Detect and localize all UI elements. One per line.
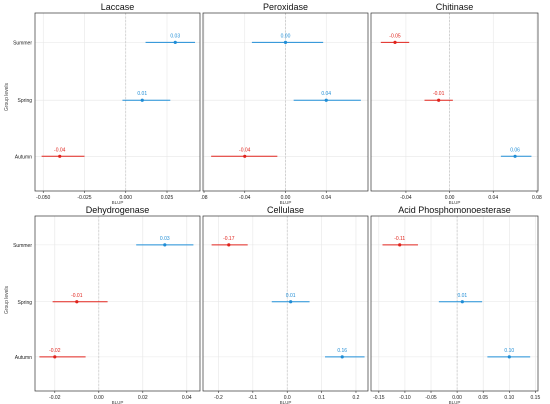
- x-tick-label: -0.05: [425, 395, 437, 401]
- x-tick-label: -0.025: [77, 195, 91, 201]
- x-tick-label: 0.04: [182, 395, 192, 401]
- x-tick-label: 0.00: [445, 195, 455, 201]
- x-tick-label: -0.1: [249, 395, 258, 401]
- panel-border: [34, 215, 201, 392]
- x-axis-title: BLUP: [280, 200, 292, 205]
- data-point: [289, 300, 293, 304]
- data-label: -0.01: [433, 91, 445, 97]
- panel-cellulase: Cellulase -0.2 -0.1 0.0 0.1 0.2 BLUP -0.17 0.01 0…: [202, 205, 369, 404]
- panel-border: [34, 12, 201, 192]
- x-axis-title: BLUP: [112, 200, 124, 205]
- data-label: 0.04: [321, 91, 331, 97]
- panel-title: Chitinase: [436, 2, 474, 12]
- data-label: 0.03: [170, 33, 180, 39]
- panel-chitinase: Chitinase -0.04 0.00 0.04 0.08 BLUP -0.05 -0.01…: [370, 2, 542, 205]
- data-point: [140, 98, 144, 102]
- data-point: [173, 40, 177, 44]
- y-axis-title: Group levels: [4, 82, 10, 111]
- y-axis-title: Group levels: [4, 285, 10, 314]
- panel-title: Cellulase: [267, 205, 304, 215]
- data-point: [437, 98, 441, 102]
- data-label: 0.03: [160, 236, 170, 242]
- x-axis-title: BLUP: [112, 400, 124, 404]
- data-label: 0.16: [337, 348, 347, 354]
- x-tick-label: .08: [201, 195, 208, 201]
- data-point: [324, 98, 328, 102]
- x-tick-label: 0.02: [138, 395, 148, 401]
- data-label: -0.02: [49, 348, 61, 354]
- x-tick-label: 0.04: [321, 195, 331, 201]
- y-tick-label: Summer: [13, 40, 32, 46]
- y-axis-title-bottom: Group levels: [4, 285, 10, 314]
- x-tick-label: 0.00: [94, 395, 104, 401]
- data-label: -0.05: [389, 33, 401, 39]
- panel-title: Peroxidase: [263, 2, 308, 12]
- x-tick-label: -0.15: [373, 395, 385, 401]
- data-point: [163, 243, 167, 247]
- data-point: [53, 355, 57, 359]
- data-point: [75, 300, 79, 304]
- x-tick-label: 0.05: [478, 395, 488, 401]
- data-label: 0.10: [504, 348, 514, 354]
- data-point: [243, 154, 247, 158]
- panel-dehydrogenase: Dehydrogenase -0.02 0.00 0.02 0.04 BLUP Summer…: [13, 205, 201, 404]
- y-tick-label: Summer: [13, 243, 32, 249]
- panel-border: [370, 215, 539, 392]
- y-tick-label: Spring: [18, 98, 33, 104]
- panel-title: Acid Phosphomonoesterase: [398, 205, 511, 215]
- x-tick-label: -0.050: [36, 195, 50, 201]
- x-tick-label: 0.00: [281, 195, 291, 201]
- x-tick-label: 0.2: [352, 395, 359, 401]
- data-point: [513, 154, 517, 158]
- data-label: -0.04: [239, 147, 251, 153]
- data-label: -0.11: [394, 236, 405, 242]
- x-tick-label: -0.02: [49, 395, 61, 401]
- panel-border: [202, 215, 369, 392]
- data-point: [283, 40, 288, 44]
- y-tick-label: Spring: [18, 300, 33, 306]
- data-point: [227, 243, 231, 247]
- x-tick-label: 0.00: [452, 395, 462, 401]
- x-tick-label: -0.2: [214, 395, 223, 401]
- data-label: -0.04: [54, 147, 66, 153]
- data-point: [460, 300, 464, 304]
- x-tick-label: 0.10: [504, 395, 514, 401]
- panel-acid-phosphomonoesterase: Acid Phosphomonoesterase -0.15 -0.10 -0.05 0…: [370, 205, 541, 404]
- panel-title: Dehydrogenase: [86, 205, 150, 215]
- x-tick-label: 0.025: [161, 195, 174, 201]
- data-point: [398, 243, 402, 247]
- x-tick-label: 0.15: [531, 395, 541, 401]
- data-label: 0.06: [510, 147, 520, 153]
- data-label: -0.01: [71, 293, 83, 299]
- y-tick-label: Autumn: [15, 355, 32, 361]
- data-label: 0.01: [286, 293, 296, 299]
- data-point: [340, 355, 344, 359]
- x-axis-title: BLUP: [449, 200, 461, 205]
- x-tick-label: 0.000: [119, 195, 132, 201]
- panels-container: Laccase -0.050 -0.025 0.000 0.025 BLUP Summer S…: [13, 2, 542, 404]
- x-tick-label: 0.1: [318, 395, 325, 401]
- data-point: [393, 40, 397, 44]
- x-axis-title: BLUP: [449, 400, 461, 404]
- panel-title: Laccase: [101, 2, 135, 12]
- x-tick-label: -0.04: [400, 195, 412, 201]
- panel-peroxidase: Peroxidase.08 -0.04 0.00 0.04BLUP0.000.04-0…: [201, 2, 369, 205]
- y-axis-title-top: Group levels: [4, 82, 10, 111]
- data-point: [507, 355, 511, 359]
- data-label: 0.00: [281, 33, 291, 39]
- x-tick-label: -0.04: [239, 195, 251, 201]
- panel-border: [370, 12, 539, 192]
- data-label: 0.01: [457, 293, 467, 299]
- y-tick-label: Autumn: [15, 154, 32, 160]
- panel-laccase: Laccase -0.050 -0.025 0.000 0.025 BLUP Summer S…: [13, 2, 201, 205]
- x-tick-label: 0.08: [532, 195, 542, 201]
- x-tick-label: -0.10: [399, 395, 411, 401]
- data-point: [58, 154, 62, 158]
- data-label: 0.01: [137, 91, 147, 97]
- x-tick-label: 0.0: [284, 395, 291, 401]
- x-tick-label: 0.04: [488, 195, 498, 201]
- x-axis-title: BLUP: [280, 400, 292, 404]
- data-label: -0.17: [223, 236, 235, 242]
